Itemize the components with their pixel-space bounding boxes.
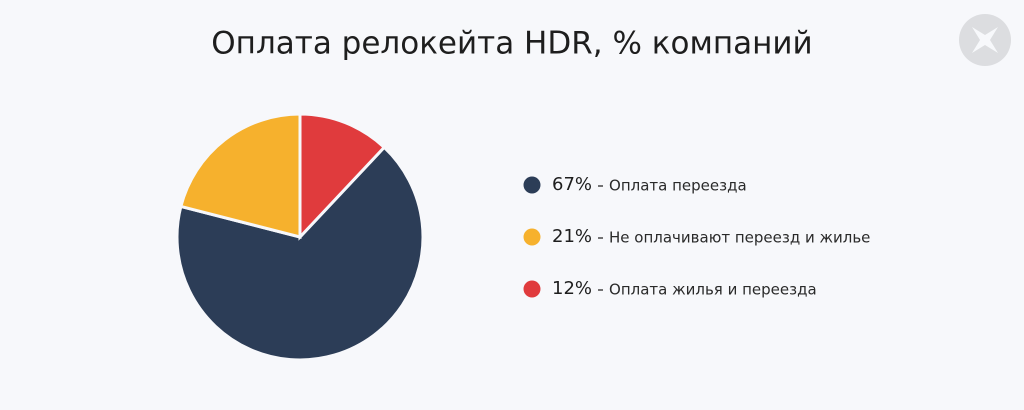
legend-label: Оплата переезда: [609, 177, 747, 195]
legend-value: 12%: [552, 278, 592, 299]
legend-value: 67%: [552, 174, 592, 195]
legend-label: Не оплачивают переезд и жилье: [609, 229, 870, 247]
logo: [959, 14, 1011, 66]
legend-label: Оплата жилья и переезда: [609, 281, 817, 299]
legend-marker: [523, 176, 541, 194]
legend-value: 21%: [552, 226, 592, 247]
legend-marker: [523, 280, 541, 298]
legend-marker: [523, 228, 541, 246]
pie-slice: [175, 145, 425, 362]
chart-title: Оплата релокейта HDR, % компаний: [211, 26, 812, 62]
pie-slice: [179, 112, 302, 239]
pie-slice: [298, 112, 387, 241]
